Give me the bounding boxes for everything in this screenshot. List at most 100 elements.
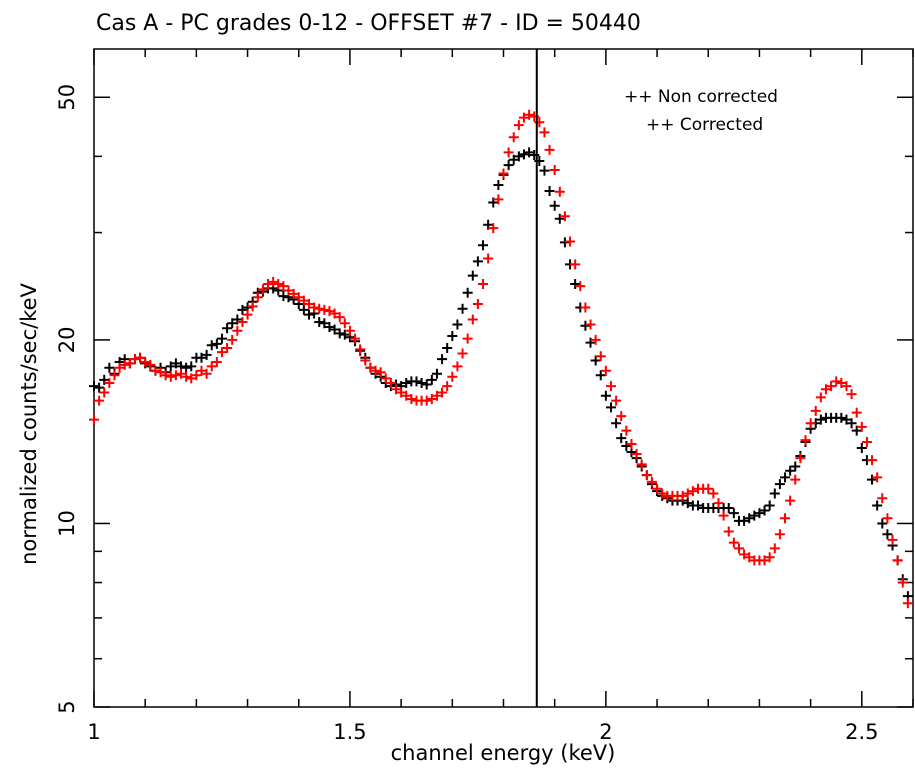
- data-point: [467, 270, 478, 281]
- data-point: [815, 414, 826, 425]
- legend-entry-non-corrected: ++ Non corrected: [624, 87, 778, 107]
- data-point: [339, 318, 350, 329]
- data-point: [744, 513, 755, 524]
- data-point: [350, 333, 361, 344]
- data-point: [309, 302, 320, 313]
- data-point: [401, 390, 412, 401]
- data-point: [380, 373, 391, 384]
- y-axis-ticks: 5 10 20 50: [55, 84, 913, 714]
- data-point: [626, 438, 637, 449]
- data-point: [723, 503, 734, 514]
- data-point: [897, 577, 908, 588]
- data-point: [319, 304, 330, 315]
- data-point: [646, 476, 657, 487]
- data-point: [549, 164, 560, 175]
- data-point: [452, 319, 463, 330]
- data-point: [288, 288, 299, 299]
- y-tick-label: 50: [55, 84, 79, 111]
- data-point: [181, 362, 192, 373]
- data-markers: [89, 109, 913, 609]
- data-point: [227, 318, 238, 329]
- y-tick-label: 5: [55, 700, 79, 713]
- data-point: [836, 377, 847, 388]
- data-point: [483, 219, 494, 230]
- data-point: [636, 459, 647, 470]
- data-point: [160, 370, 171, 381]
- data-point: [713, 498, 724, 509]
- data-point: [89, 414, 99, 425]
- x-tick-label: 2.5: [845, 720, 878, 744]
- data-point: [232, 314, 243, 325]
- data-point: [252, 292, 263, 303]
- data-point: [416, 377, 427, 388]
- data-point: [621, 440, 632, 451]
- data-point: [211, 338, 222, 349]
- data-point: [339, 329, 350, 340]
- data-point: [355, 344, 366, 355]
- data-point: [99, 387, 110, 398]
- data-point: [268, 276, 279, 287]
- data-point: [764, 500, 775, 511]
- data-point: [334, 312, 345, 323]
- data-point: [544, 144, 555, 155]
- data-point: [324, 321, 335, 332]
- series-non-corrected: [89, 147, 913, 602]
- data-point: [733, 543, 744, 554]
- data-point: [329, 324, 340, 335]
- data-point: [631, 448, 642, 459]
- data-point: [196, 352, 207, 363]
- data-point: [365, 362, 376, 373]
- data-point: [790, 474, 801, 485]
- legend: ++ Non corrected ++ Corrected: [624, 87, 778, 135]
- data-point: [805, 418, 816, 429]
- data-point: [570, 259, 581, 270]
- data-point: [170, 370, 181, 381]
- data-point: [478, 279, 489, 290]
- data-point: [104, 377, 115, 388]
- data-point: [780, 472, 791, 483]
- data-point: [590, 355, 601, 366]
- data-point: [856, 442, 867, 453]
- data-point: [554, 186, 565, 197]
- y-tick-label: 20: [55, 327, 79, 354]
- data-point: [867, 455, 878, 466]
- data-point: [263, 279, 274, 290]
- data-point: [739, 515, 750, 526]
- data-point: [652, 483, 663, 494]
- data-point: [882, 513, 893, 524]
- data-point: [600, 390, 611, 401]
- data-point: [841, 414, 852, 425]
- data-point: [877, 518, 888, 529]
- data-point: [135, 352, 146, 363]
- data-point: [99, 374, 110, 385]
- data-point: [810, 405, 821, 416]
- data-point: [524, 147, 535, 158]
- data-point: [278, 281, 289, 292]
- data-point: [616, 433, 627, 444]
- data-point: [780, 513, 791, 524]
- data-point: [426, 374, 437, 385]
- data-point: [278, 291, 289, 302]
- data-point: [181, 371, 192, 382]
- data-point: [155, 367, 166, 378]
- data-point: [774, 479, 785, 490]
- data-point: [129, 354, 140, 365]
- data-point: [298, 304, 309, 315]
- data-point: [191, 370, 202, 381]
- data-point: [585, 319, 596, 330]
- data-point: [754, 508, 765, 519]
- data-point: [186, 373, 197, 384]
- data-point: [124, 358, 135, 369]
- data-point: [273, 279, 284, 290]
- data-point: [370, 365, 381, 376]
- x-axis-ticks: 1 1.5 2 2.5: [87, 49, 914, 744]
- data-point: [503, 160, 514, 171]
- data-point: [508, 154, 519, 165]
- data-point: [104, 362, 115, 373]
- data-point: [186, 361, 197, 372]
- data-point: [472, 299, 483, 310]
- data-point: [493, 194, 504, 205]
- data-point: [841, 381, 852, 392]
- data-point: [749, 510, 760, 521]
- data-point: [570, 279, 581, 290]
